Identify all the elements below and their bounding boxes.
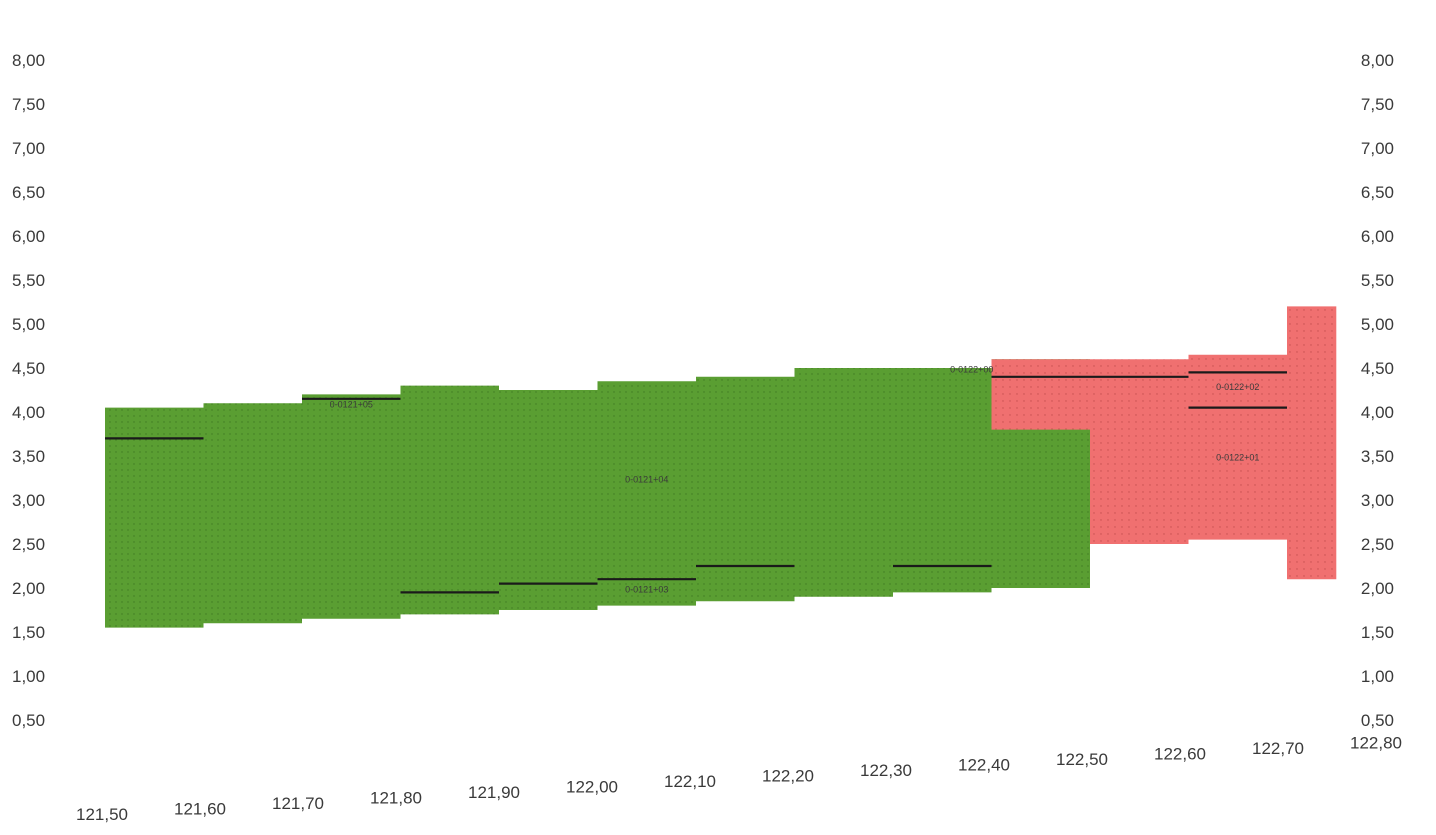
x-axis: 121,50 121,60 121,70 121,80 121,90 122,00 122,… — [76, 734, 1402, 825]
annotation-label-1: 0-0121+04 — [625, 474, 668, 484]
right-y-tick-label: 6,00 — [1361, 227, 1394, 246]
left-y-tick-label: 8,00 — [12, 51, 45, 70]
right-y-tick-label: 3,50 — [1361, 447, 1394, 466]
left-y-tick-label: 4,00 — [12, 403, 45, 422]
x-tick-label: 122,10 — [664, 772, 716, 791]
right-y-tick-label: 5,50 — [1361, 271, 1394, 290]
right-y-axis: 0,50 1,00 1,50 2,00 2,50 3,00 3,50 4,00 4,50 5,00… — [1361, 51, 1394, 730]
left-y-axis: 0,50 1,00 1,50 2,00 2,50 3,00 3,50 4,00 4,50 5,00… — [12, 51, 45, 730]
x-tick-label: 122,80 — [1350, 734, 1402, 753]
right-y-tick-label: 6,50 — [1361, 183, 1394, 202]
left-y-tick-label: 6,00 — [12, 227, 45, 246]
left-y-tick-label: 3,50 — [12, 447, 45, 466]
right-y-tick-label: 4,50 — [1361, 359, 1394, 378]
left-y-tick-label: 5,50 — [12, 271, 45, 290]
annotation-label-4: 0-0122+02 — [1216, 382, 1259, 392]
left-y-tick-label: 5,00 — [12, 315, 45, 334]
right-y-tick-label: 3,00 — [1361, 491, 1394, 510]
x-tick-label: 121,80 — [370, 789, 422, 808]
left-y-tick-label: 7,00 — [12, 139, 45, 158]
x-tick-label: 122,70 — [1252, 739, 1304, 758]
annotation-label-2: 0-0121+05 — [330, 400, 373, 410]
annotation-label-3: 0-0122+00 — [950, 364, 993, 374]
annotation-label-0: 0-0121+03 — [625, 584, 668, 594]
left-y-tick-label: 7,50 — [12, 95, 45, 114]
right-y-tick-label: 2,00 — [1361, 579, 1394, 598]
x-tick-label: 121,60 — [174, 800, 226, 819]
x-tick-label: 122,50 — [1056, 750, 1108, 769]
left-y-tick-label: 0,50 — [12, 711, 45, 730]
left-y-tick-label: 6,50 — [12, 183, 45, 202]
x-tick-label: 121,70 — [272, 794, 324, 813]
levels-layer — [105, 371, 1287, 594]
x-tick-label: 122,00 — [566, 778, 618, 797]
x-tick-label: 121,90 — [468, 783, 520, 802]
x-tick-label: 122,20 — [762, 767, 814, 786]
annotations-layer: 0-0121+03 0-0121+04 0-0121+05 0-0122+00 0-01… — [330, 364, 1260, 594]
right-y-tick-label: 0,50 — [1361, 711, 1394, 730]
right-y-tick-label: 1,00 — [1361, 667, 1394, 686]
left-y-tick-label: 1,50 — [12, 623, 45, 642]
x-tick-label: 121,50 — [76, 805, 128, 824]
right-y-tick-label: 1,50 — [1361, 623, 1394, 642]
area-red — [991, 306, 1337, 580]
left-y-tick-label: 1,00 — [12, 667, 45, 686]
x-tick-label: 122,60 — [1154, 745, 1206, 764]
left-y-tick-label: 2,50 — [12, 535, 45, 554]
x-tick-label: 122,30 — [860, 761, 912, 780]
x-tick-label: 122,40 — [958, 756, 1010, 775]
left-y-tick-label: 4,50 — [12, 359, 45, 378]
annotation-label-5: 0-0122+01 — [1216, 452, 1259, 462]
right-y-tick-label: 2,50 — [1361, 535, 1394, 554]
right-y-tick-label: 5,00 — [1361, 315, 1394, 334]
right-y-tick-label: 4,00 — [1361, 403, 1394, 422]
right-y-tick-label: 7,00 — [1361, 139, 1394, 158]
left-y-tick-label: 2,00 — [12, 579, 45, 598]
areas-layer — [105, 306, 1337, 628]
area-green — [105, 359, 1090, 628]
right-y-tick-label: 8,00 — [1361, 51, 1394, 70]
left-y-tick-label: 3,00 — [12, 491, 45, 510]
right-y-tick-label: 7,50 — [1361, 95, 1394, 114]
